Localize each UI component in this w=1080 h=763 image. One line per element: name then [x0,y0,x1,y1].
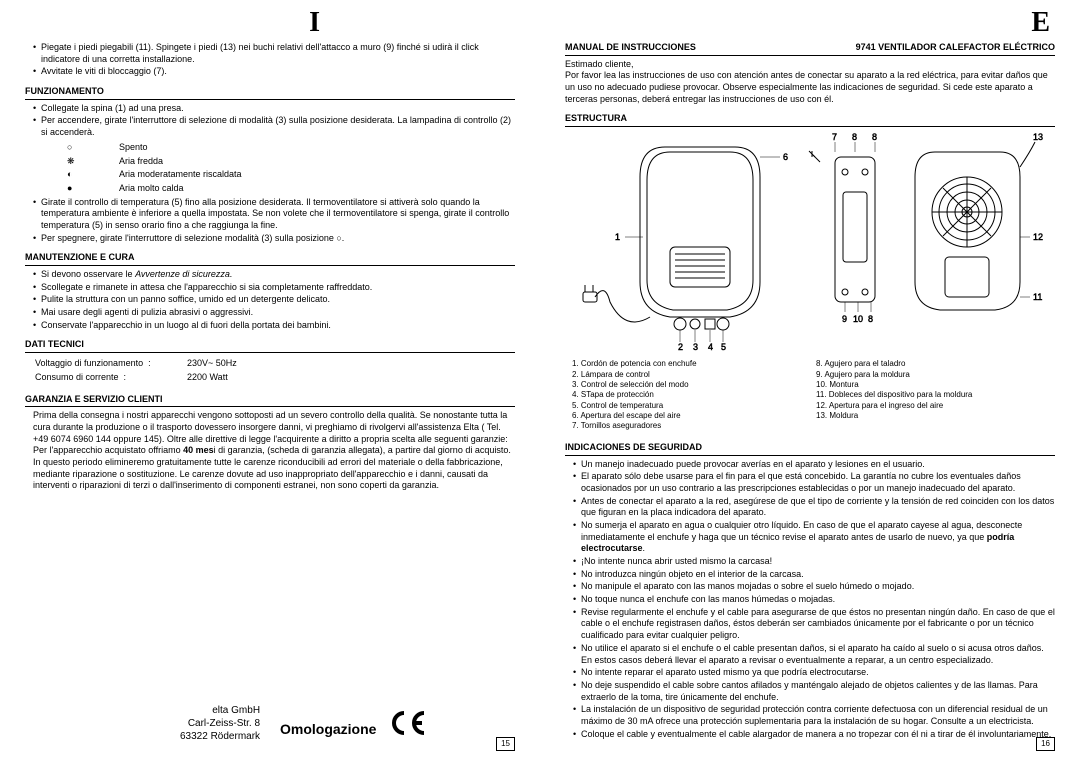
section-estructura: ESTRUCTURA [565,113,1055,127]
list-item: Collegate la spina (1) ad una presa. [33,103,515,115]
greeting: Estimado cliente, [565,59,1055,71]
svg-text:4: 4 [708,342,713,352]
svg-text:13: 13 [1033,132,1043,142]
list-item: Antes de conectar el aparato a la red, a… [573,496,1055,519]
list-item: Pulite la struttura con un panno soffice… [33,294,515,306]
list-item: Scollegate e rimanete in attesa che l'ap… [33,282,515,294]
list-item: La instalación de un dispositivo de segu… [573,704,1055,727]
safety-list: Un manejo inadecuado puede provocar aver… [565,459,1055,741]
page-spanish: E MANUAL DE INSTRUCCIONES 9741 VENTILADO… [540,0,1080,763]
svg-text:8: 8 [852,132,857,142]
list-item: Revise regularmente el enchufe y el cabl… [573,607,1055,642]
page-number: 15 [496,737,515,751]
list-item: Girate il controllo di temperatura (5) f… [33,197,515,232]
language-letter: I [309,5,320,41]
language-letter: E [1031,5,1050,41]
product-diagram: 1 6 2 3 4 5 7 8 8 9 10 [565,132,1055,352]
parts-list: 1. Cordón de potencia con enchufe 2. Lám… [565,357,1055,434]
list-item: No intente reparar el aparato usted mism… [573,667,1055,679]
svg-text:9: 9 [842,314,847,324]
intro-item: Piegate i piedi piegabili (11). Spingete… [33,42,515,65]
svg-text:5: 5 [721,342,726,352]
list-item: Coloque el cable y eventualmente el cabl… [573,729,1055,741]
list-item: No sumerja el aparato en agua o cualquie… [573,520,1055,555]
homologation-label: Omologazione [280,720,376,738]
list-item: No manipule el aparato con las manos moj… [573,581,1055,593]
page-number: 16 [1036,737,1055,751]
svg-text:12: 12 [1033,232,1043,242]
svg-text:2: 2 [678,342,683,352]
list-item: ¡No intente nunca abrir usted mismo la c… [573,556,1055,568]
manual-header: MANUAL DE INSTRUCCIONES 9741 VENTILADOR … [565,42,1055,56]
symbol-table: ○Spento ❋Aria fredda ◐Aria moderatamente… [65,140,244,197]
section-seguridad: INDICACIONES DE SEGURIDAD [565,442,1055,456]
list-item: Si devono osservare le Avvertenze di sic… [33,269,515,281]
list-item: Conservate l'apparecchio in un luogo al … [33,320,515,332]
warranty-text: Prima della consegna i nostri apparecchi… [25,410,515,492]
list-item: Mai usare degli agenti di pulizia abrasi… [33,307,515,319]
list-item: Per accendere, girate l'interruttore di … [33,115,515,138]
intro-item: Avvitate le viti di bloccaggio (7). [33,66,515,78]
list-item: No toque nunca el enchufe con las manos … [573,594,1055,606]
list-item: El aparato sólo debe usarse para el fin … [573,471,1055,494]
svg-text:8: 8 [868,314,873,324]
section-funzionamento: FUNZIONAMENTO [25,86,515,100]
svg-text:8: 8 [872,132,877,142]
page-italian: I Piegate i piedi piegabili (11). Spinge… [0,0,540,763]
svg-text:10: 10 [853,314,863,324]
spec-table: Voltaggio di funzionamento :230V~ 50Hz C… [33,356,239,385]
section-garanzia: GARANZIA E SERVIZIO CLIENTI [25,394,515,408]
list-item: Un manejo inadecuado puede provocar aver… [573,459,1055,471]
svg-text:3: 3 [693,342,698,352]
section-dati: DATI TECNICI [25,339,515,353]
svg-text:7: 7 [832,132,837,142]
ce-mark-icon [390,709,430,745]
intro-list: Piegate i piedi piegabili (11). Spingete… [25,42,515,78]
section-manutenzione: MANUTENZIONE E CURA [25,252,515,266]
svg-text:1: 1 [615,232,620,242]
company-address: elta GmbH Carl-Zeiss-Str. 8 63322 Röderm… [180,704,260,743]
list-item: Per spegnere, girate l'interruttore di s… [33,233,515,245]
list-item: No utilice el aparato si el enchufe o el… [573,643,1055,666]
intro-text: Por favor lea las instrucciones de uso c… [565,70,1055,105]
list-item: No introduzca ningún objeto en el interi… [573,569,1055,581]
svg-text:11: 11 [1033,292,1042,302]
list-item: No deje suspendido el cable sobre cantos… [573,680,1055,703]
svg-text:6: 6 [783,152,788,162]
